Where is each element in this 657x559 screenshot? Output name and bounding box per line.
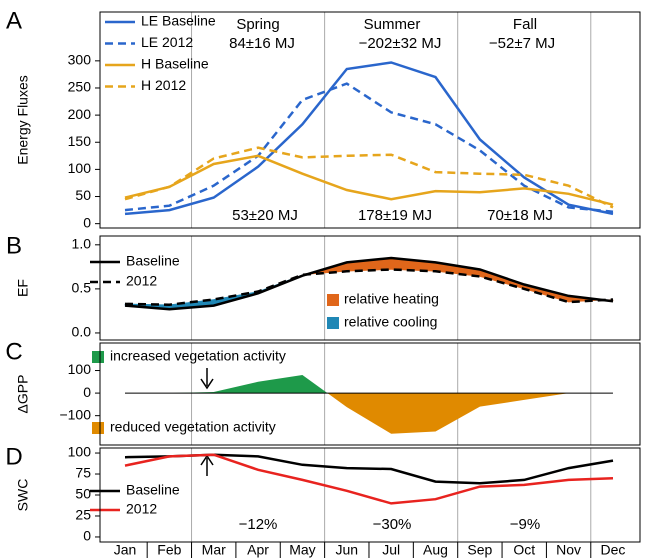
- y-tick-label: 50: [75, 187, 91, 203]
- series-line: [124, 82, 614, 213]
- x-tick-label: Feb: [157, 542, 181, 558]
- x-tick-label: Dec: [601, 542, 626, 558]
- y-tick-label: 50: [75, 486, 91, 502]
- area-positive: [173, 375, 328, 393]
- x-tick-label: Nov: [556, 542, 581, 558]
- annotation: −30%: [373, 516, 412, 533]
- y-tick-label: 100: [68, 160, 92, 176]
- annotation: 84±16 MJ: [229, 35, 295, 52]
- y-tick-label: 100: [68, 444, 92, 460]
- y-tick-label: 1.0: [72, 236, 92, 252]
- legend-label: 2012: [126, 273, 157, 289]
- x-tick-label: Mar: [202, 542, 226, 558]
- legend-label: 2012: [126, 501, 157, 517]
- legend-swatch: [92, 422, 104, 434]
- series-line: [124, 146, 614, 209]
- y-tick-label: 0.5: [72, 280, 92, 296]
- annotation: Spring: [236, 16, 279, 33]
- y-tick-label: 200: [68, 106, 92, 122]
- y-tick-label: 25: [75, 507, 91, 523]
- x-tick-label: Apr: [247, 542, 269, 558]
- annotation: −202±32 MJ: [359, 35, 442, 52]
- panel-letter: A: [6, 7, 22, 34]
- y-axis-label: EF: [15, 279, 31, 297]
- legend-label: reduced vegetation activity: [110, 419, 276, 435]
- panel-letter: B: [6, 232, 22, 259]
- y-tick-label: 0: [83, 384, 91, 400]
- fill-legend-label: relative cooling: [344, 314, 437, 330]
- y-tick-label: 0.0: [72, 324, 92, 340]
- annotation: 53±20 MJ: [232, 207, 298, 224]
- y-tick-label: 300: [68, 52, 92, 68]
- legend-label: increased vegetation activity: [110, 348, 286, 364]
- area-negative: [125, 393, 613, 434]
- y-axis-label: SWC: [15, 479, 31, 512]
- series-line: [124, 453, 614, 485]
- annotation: Fall: [513, 16, 537, 33]
- series-line: [124, 256, 614, 311]
- y-tick-label: 250: [68, 79, 92, 95]
- panel-frame: [99, 235, 641, 341]
- y-tick-label: 0: [83, 528, 91, 544]
- x-tick-label: Oct: [513, 542, 535, 558]
- fill-legend-swatch: [327, 294, 339, 306]
- panel-frame: [99, 342, 641, 446]
- y-tick-label: 0: [83, 214, 91, 230]
- annotation: −9%: [510, 516, 540, 533]
- x-tick-label: Jul: [382, 542, 400, 558]
- series-line: [124, 154, 614, 206]
- x-tick-label: Sep: [467, 542, 492, 558]
- legend-label: Baseline: [126, 482, 180, 498]
- series-line: [124, 453, 614, 505]
- panel-frame: [99, 447, 641, 543]
- panel-letter: C: [5, 338, 22, 365]
- fill-legend-label: relative heating: [344, 291, 439, 307]
- panel-letter: D: [5, 443, 22, 470]
- x-tick-label: Jun: [336, 542, 359, 558]
- legend-label: LE 2012: [141, 34, 193, 50]
- y-tick-label: 75: [75, 465, 91, 481]
- y-tick-label: −100: [59, 406, 91, 422]
- annotation: −52±7 MJ: [489, 35, 555, 52]
- series-line: [124, 61, 614, 216]
- legend-label: Baseline: [126, 253, 180, 269]
- y-axis-label: ΔGPP: [15, 375, 31, 414]
- y-tick-label: 150: [68, 133, 92, 149]
- series-line: [124, 268, 614, 306]
- annotation: 70±18 MJ: [487, 207, 553, 224]
- legend-label: H 2012: [141, 77, 186, 93]
- x-tick-label: Aug: [423, 542, 448, 558]
- x-tick-label: Jan: [114, 542, 137, 558]
- legend-label: H Baseline: [141, 56, 209, 72]
- y-axis-label: Energy Fluxes: [15, 75, 31, 164]
- legend-swatch: [92, 351, 104, 363]
- annotation: Summer: [364, 16, 421, 33]
- fill-legend-swatch: [327, 317, 339, 329]
- x-tick-label: May: [289, 542, 315, 558]
- annotation: −12%: [239, 516, 278, 533]
- panel-frame: [99, 11, 641, 229]
- y-tick-label: 100: [68, 361, 92, 377]
- legend-label: LE Baseline: [141, 13, 216, 29]
- annotation: 178±19 MJ: [358, 207, 432, 224]
